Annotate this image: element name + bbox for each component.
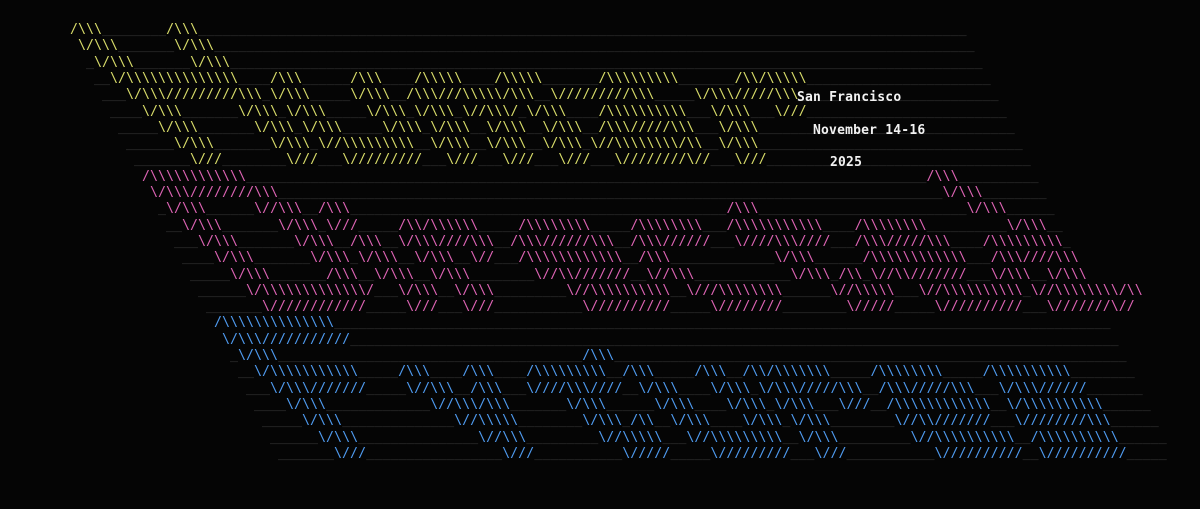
art-word-2-row: _______\////////////_____\///___\///____… (206, 299, 1135, 315)
art-word-1-row: ______\/\\\_______\/\\\_\//\\\\\\\\\__\/… (126, 136, 1023, 152)
art-word-1-row: _______\///________\///___\/////////___\… (134, 152, 1031, 168)
art-word-2-row: ____\/\\\_______\/\\\_\/\\\__\/\\\__\//_… (182, 250, 1079, 266)
event-dates: November 14-16 (813, 123, 926, 138)
art-word-2-row: _\/\\\______\//\\\__/\\\________________… (158, 201, 1055, 217)
art-word-3-row: _\/\\\__________________________________… (230, 348, 1127, 363)
art-word-3-row: __\/\\\\\\\\\\\_____/\\\____/\\\____/\\\… (238, 364, 1135, 380)
art-word-3-row: ____\/\\\_____________\//\\\/\\\_______\… (254, 396, 1151, 412)
art-word-3-row: _______\///_________________\///________… (278, 445, 1167, 461)
art-word-2-row: ___\/\\\_______\/\\\__/\\\__\/\\\////\\\… (174, 233, 1071, 249)
art-word-1-row: \/\\\_______\/\\\_______________________… (78, 38, 975, 54)
art-word-3-row: ______\/\\\_______________\//\\\________… (270, 429, 1167, 445)
art-word-3-row: /\\\\\\\\\\\\\\_________________________… (214, 315, 1111, 331)
art-word-3-row: _____\/\\\______________\//\\\\\________… (262, 413, 1159, 429)
art-word-2-row: _____\/\\\_______/\\\__\/\\\__\/\\\_____… (190, 266, 1087, 282)
art-word-2-row: ______\/\\\\\\\\\\\\\/___\/\\\__\/\\\___… (198, 282, 1143, 298)
art-word-2-row: /\\\\\\\\\\\\___________________________… (142, 168, 1039, 184)
art-word-1-row: ____\/\\\_______\/\\\_\/\\\_____\/\\\_\/… (110, 103, 1007, 119)
art-word-1-row: /\\\________/\\\________________________… (70, 22, 967, 37)
art-word-2-row: \/\\\////////\\\________________________… (150, 185, 1047, 200)
art-word-1-row: _\/\\\_______\/\\\______________________… (86, 54, 983, 70)
art-word-1-row: _____\/\\\_______\/\\\_\/\\\_____\/\\\_\… (118, 119, 1015, 135)
art-word-3-row: \/\\\///////////________________________… (222, 331, 1119, 347)
art-word-1-row: ___\/\\\/////////\\\_\/\\\_____\/\\\__/\… (102, 87, 999, 103)
art-word-3-row: ___\/\\\///////_____\//\\\__/\\\___\////… (246, 380, 1143, 396)
event-city: San Francisco (797, 90, 902, 105)
art-word-1-row: __\/\\\\\\\\\\\\\\____/\\\______/\\\____… (94, 70, 991, 86)
art-word-2-row: __\/\\\_______\/\\\_\///_____/\\/\\\\\\_… (166, 217, 1063, 233)
event-year: 2025 (830, 155, 863, 170)
